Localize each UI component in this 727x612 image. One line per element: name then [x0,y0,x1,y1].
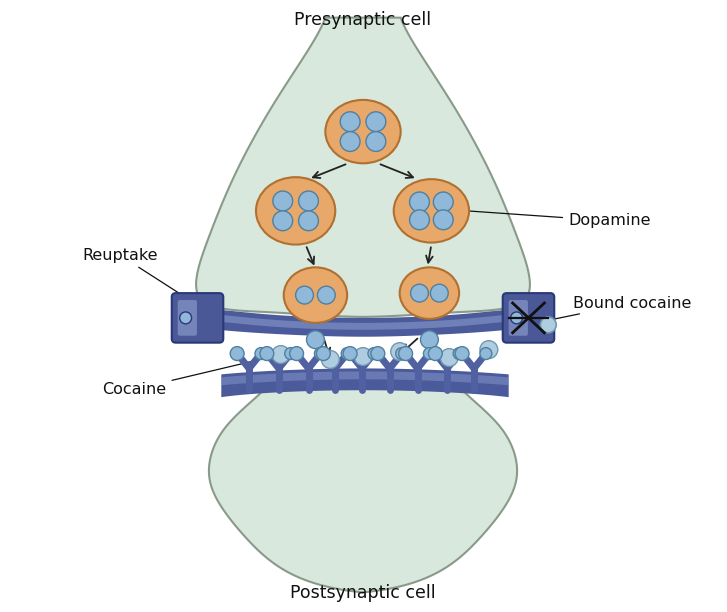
Circle shape [255,348,267,359]
Polygon shape [196,313,529,330]
Circle shape [480,341,498,359]
Ellipse shape [394,179,469,242]
Circle shape [411,284,428,302]
Circle shape [480,348,492,359]
Circle shape [395,348,408,359]
Circle shape [289,346,304,360]
FancyBboxPatch shape [177,300,197,336]
Text: Postsynaptic cell: Postsynaptic cell [290,584,435,602]
Circle shape [341,348,353,359]
Circle shape [409,210,430,230]
Circle shape [510,312,523,324]
Circle shape [299,211,318,231]
Circle shape [453,348,465,359]
Circle shape [540,317,556,333]
Circle shape [315,348,326,359]
Circle shape [316,346,330,360]
Circle shape [420,330,438,349]
Circle shape [273,211,293,231]
Circle shape [455,346,469,360]
Circle shape [272,346,289,364]
Circle shape [299,191,318,211]
Circle shape [260,346,274,360]
Circle shape [354,348,372,365]
Circle shape [273,191,293,211]
Polygon shape [196,18,530,317]
Ellipse shape [284,267,348,323]
Circle shape [398,346,412,360]
Polygon shape [196,308,529,337]
Ellipse shape [256,177,335,245]
Circle shape [430,284,449,302]
FancyBboxPatch shape [503,293,554,343]
Circle shape [296,286,313,304]
Ellipse shape [326,100,401,163]
Circle shape [285,348,297,359]
Circle shape [180,312,192,324]
FancyBboxPatch shape [172,293,223,343]
Circle shape [340,132,360,151]
Text: Cocaine: Cocaine [103,355,278,397]
Text: Dopamine: Dopamine [470,211,651,228]
Circle shape [368,348,379,359]
Circle shape [343,346,357,360]
Ellipse shape [400,267,459,319]
Circle shape [433,192,453,212]
Circle shape [390,343,409,360]
Circle shape [371,346,385,360]
Text: Reuptake: Reuptake [83,248,195,304]
Text: Presynaptic cell: Presynaptic cell [294,10,432,29]
Text: Bound cocaine: Bound cocaine [553,296,691,319]
Circle shape [441,349,458,367]
Circle shape [230,346,244,360]
Polygon shape [221,371,509,386]
Circle shape [409,192,430,212]
Circle shape [318,286,335,304]
Circle shape [366,132,386,151]
Circle shape [428,346,442,360]
Circle shape [307,330,324,349]
Circle shape [423,348,435,359]
Circle shape [321,351,340,368]
Polygon shape [221,368,509,397]
Circle shape [433,210,453,230]
FancyBboxPatch shape [509,300,528,336]
Circle shape [366,112,386,132]
Polygon shape [209,379,517,592]
Circle shape [340,112,360,132]
